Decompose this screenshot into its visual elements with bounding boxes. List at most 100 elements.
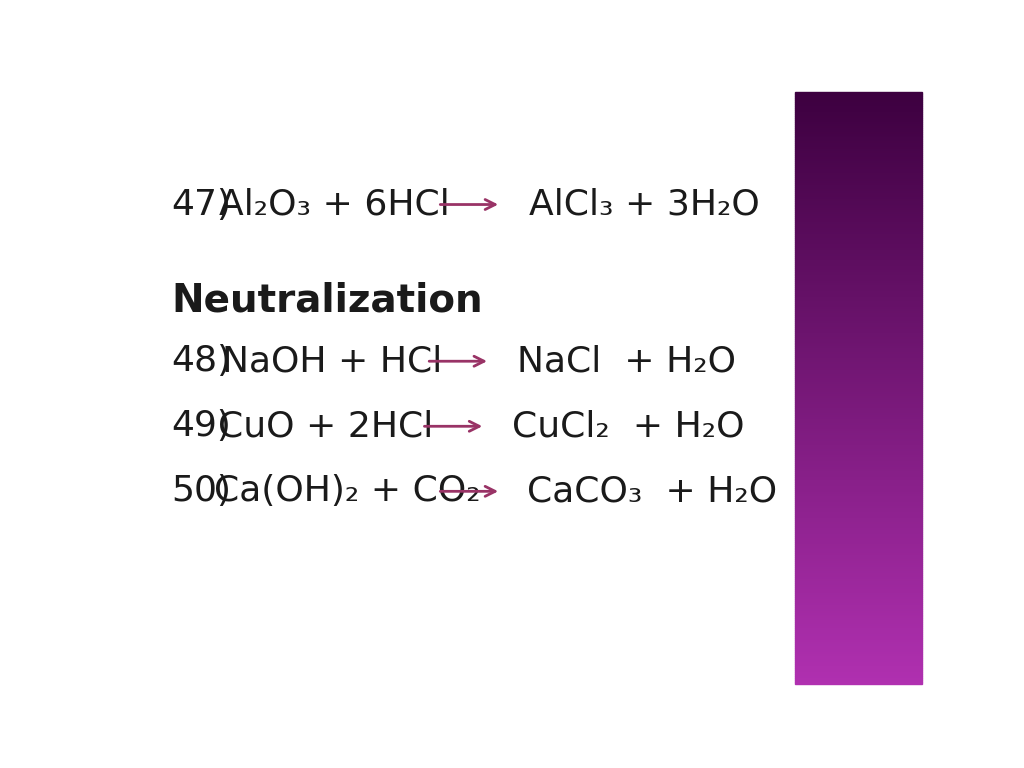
Bar	[795, 555, 922, 558]
Bar	[795, 283, 922, 286]
Text: 49): 49)	[172, 409, 231, 443]
Bar	[795, 116, 922, 118]
Bar	[795, 227, 922, 228]
Bar	[795, 187, 922, 189]
Bar	[795, 157, 922, 159]
Bar	[795, 607, 922, 608]
Bar	[795, 583, 922, 585]
Bar	[795, 670, 922, 672]
Bar	[795, 587, 922, 589]
Bar	[795, 238, 922, 240]
Bar	[795, 526, 922, 528]
Bar	[795, 301, 922, 303]
Bar	[795, 145, 922, 147]
Bar	[795, 512, 922, 514]
Bar	[795, 608, 922, 611]
Text: 48): 48)	[172, 344, 231, 378]
Bar	[795, 524, 922, 526]
Bar	[795, 636, 922, 638]
Bar	[795, 163, 922, 165]
Bar	[795, 654, 922, 656]
Bar	[795, 228, 922, 230]
Bar	[795, 611, 922, 613]
Bar	[795, 597, 922, 599]
Bar	[795, 118, 922, 120]
Bar	[795, 419, 922, 422]
Bar	[795, 471, 922, 472]
Bar	[795, 422, 922, 423]
Bar	[795, 185, 922, 187]
Bar	[795, 488, 922, 490]
Bar	[795, 585, 922, 587]
Bar	[795, 554, 922, 555]
Bar	[795, 325, 922, 326]
Bar	[795, 632, 922, 634]
Bar	[795, 280, 922, 281]
Bar	[795, 135, 922, 137]
Bar	[795, 418, 922, 419]
Bar	[795, 197, 922, 199]
Bar	[795, 490, 922, 492]
Bar	[795, 360, 922, 362]
Bar	[795, 134, 922, 135]
Bar	[795, 110, 922, 112]
Bar	[795, 214, 922, 217]
Bar	[795, 144, 922, 145]
Bar	[795, 130, 922, 131]
Bar	[795, 204, 922, 207]
Bar	[795, 122, 922, 124]
Bar	[795, 541, 922, 544]
Bar	[795, 458, 922, 461]
Bar	[795, 307, 922, 309]
Bar	[795, 331, 922, 333]
Bar	[795, 516, 922, 518]
Bar	[795, 514, 922, 516]
Bar	[795, 155, 922, 157]
Bar	[795, 530, 922, 531]
Text: Neutralization: Neutralization	[172, 281, 483, 319]
Bar	[795, 213, 922, 214]
Bar	[795, 333, 922, 335]
Bar	[795, 350, 922, 353]
Bar	[795, 624, 922, 627]
Bar	[795, 175, 922, 177]
Bar	[795, 169, 922, 171]
Bar	[795, 141, 922, 144]
Bar	[795, 538, 922, 540]
Bar	[795, 486, 922, 488]
Bar	[795, 336, 922, 339]
Bar	[795, 252, 922, 253]
Bar	[795, 270, 922, 272]
Bar	[795, 435, 922, 437]
Bar	[795, 335, 922, 336]
Bar	[795, 427, 922, 429]
Bar	[795, 96, 922, 98]
Bar	[795, 618, 922, 621]
Bar	[795, 571, 922, 573]
Bar	[795, 613, 922, 614]
Bar	[795, 151, 922, 154]
Bar	[795, 266, 922, 267]
Bar	[795, 648, 922, 650]
Bar	[795, 496, 922, 498]
Bar	[795, 374, 922, 376]
Bar	[795, 402, 922, 404]
Bar	[795, 390, 922, 392]
Bar	[795, 485, 922, 486]
Bar	[795, 565, 922, 568]
Bar	[795, 674, 922, 676]
Bar	[795, 599, 922, 601]
Bar	[795, 165, 922, 167]
Text: NaCl  + H₂O: NaCl + H₂O	[517, 344, 736, 378]
Bar	[795, 658, 922, 660]
Bar	[795, 568, 922, 569]
Bar	[795, 478, 922, 481]
Bar	[795, 380, 922, 382]
Bar	[795, 433, 922, 435]
Bar	[795, 272, 922, 273]
Bar	[795, 628, 922, 631]
Bar	[795, 120, 922, 121]
Bar	[795, 321, 922, 323]
Bar	[795, 173, 922, 175]
Text: Al₂O₃ + 6HCl: Al₂O₃ + 6HCl	[219, 187, 450, 221]
